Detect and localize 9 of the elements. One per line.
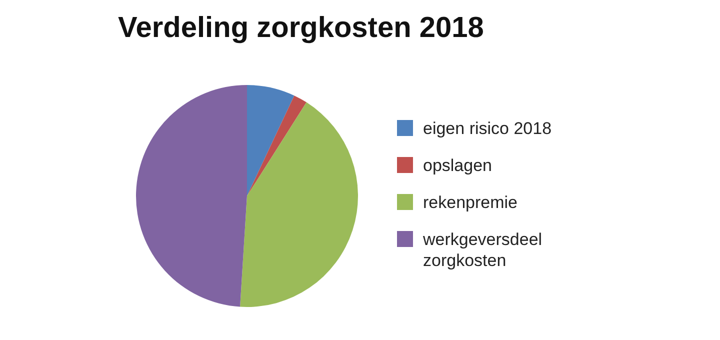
legend-label: rekenpremie bbox=[423, 192, 518, 213]
legend-label: eigen risico 2018 bbox=[423, 118, 553, 139]
chart-title: Verdeling zorgkosten 2018 bbox=[118, 12, 484, 45]
legend-label: werkgeversdeel zorgkosten bbox=[423, 229, 544, 271]
pie-slice bbox=[240, 102, 358, 307]
pie-slice bbox=[136, 85, 247, 307]
pie-slice bbox=[247, 85, 294, 196]
legend-label: opslagen bbox=[423, 155, 494, 176]
pie-slice bbox=[247, 96, 306, 196]
